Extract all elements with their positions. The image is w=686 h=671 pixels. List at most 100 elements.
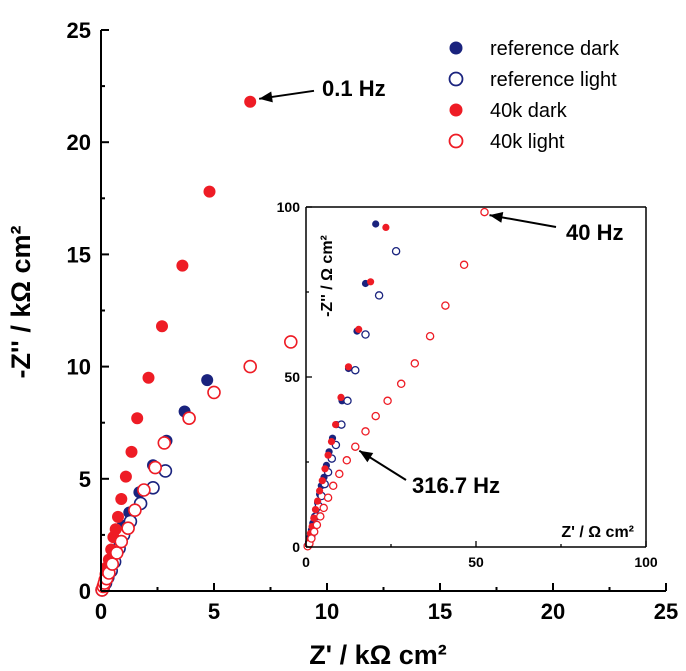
- main-x-tick-label: 10: [315, 599, 339, 624]
- main-point-40k-light: [121, 521, 135, 536]
- inset-y-axis-title: -Z'' / Ω cm²: [319, 235, 336, 317]
- main-axis-ticks: 0 5 10 15 20 25 0 5 10 15 20 25: [67, 18, 679, 624]
- main-x-tick-label: 20: [541, 599, 565, 624]
- inset-point-40k-dark: [311, 506, 320, 514]
- main-point-40k-light: [283, 335, 298, 349]
- inset-point-reference-light: [361, 330, 370, 339]
- main-point-40k-dark: [244, 95, 257, 108]
- main-y-tick-label: 20: [67, 130, 91, 155]
- main-axes: [100, 30, 666, 592]
- main-point-40k-dark: [119, 470, 132, 483]
- inset-point-reference-light: [343, 396, 352, 406]
- annotation-40hz-label: 40 Hz: [566, 220, 623, 245]
- inset-point-40k-dark: [344, 363, 353, 371]
- inset-point-reference-light: [351, 365, 360, 375]
- inset-point-40k-light: [410, 359, 420, 368]
- inset-point-40k-dark: [314, 497, 322, 505]
- inset-y-tick-label: 0: [292, 539, 300, 555]
- main-point-40k-dark: [125, 445, 138, 458]
- main-y-axis-title: -Z'' / kΩ cm²: [6, 225, 36, 378]
- inset-point-40k-dark: [316, 487, 324, 495]
- main-point-40k-dark: [176, 259, 189, 272]
- annotation-0-1hz-label: 0.1 Hz: [322, 76, 386, 101]
- legend-label-reference-dark: reference dark: [490, 38, 620, 60]
- inset-point-40k-light: [351, 442, 360, 451]
- main-point-40k-dark: [115, 493, 128, 505]
- inset-data-points: [303, 207, 489, 551]
- legend-label-40k-dark: 40k dark: [490, 100, 568, 122]
- main-y-tick-label: 5: [79, 467, 91, 492]
- inset-point-reference-dark: [372, 220, 380, 228]
- legend-marker-40k-light: [448, 133, 464, 149]
- inset-point-40k-light: [328, 481, 338, 491]
- main-point-40k-dark: [203, 185, 216, 198]
- main-point-40k-dark: [156, 320, 168, 333]
- main-data-points: [95, 95, 298, 597]
- inset-point-40k-light: [307, 534, 316, 543]
- main-point-reference-dark: [201, 374, 214, 387]
- main-point-40k-light: [207, 385, 221, 400]
- inset-point-reference-light: [391, 246, 401, 256]
- annotation-40hz-arrow-head: [489, 211, 504, 223]
- annotation-0-1hz-arrow-head: [259, 91, 273, 103]
- inset-point-reference-light: [374, 291, 384, 300]
- annotation-316hz-arrow-head: [359, 450, 374, 463]
- inset-point-40k-dark: [318, 477, 326, 485]
- inset-x-tick-label: 50: [468, 554, 484, 570]
- inset-point-40k-light: [342, 456, 352, 465]
- inset-point-40k-light: [383, 396, 392, 406]
- inset-x-axis-title: Z' / Ω cm²: [561, 524, 634, 541]
- main-y-tick-label: 25: [67, 18, 91, 43]
- main-point-40k-light: [243, 359, 257, 374]
- inset-point-40k-dark: [337, 393, 345, 401]
- inset-point-40k-light: [319, 503, 328, 513]
- inset-background: [303, 197, 648, 549]
- main-annotations: 0.1 Hz: [259, 76, 386, 103]
- inset-point-40k-light: [312, 520, 322, 530]
- inset-point-40k-dark: [332, 421, 340, 429]
- inset-point-40k-light: [480, 207, 489, 217]
- legend-label-40k-light: 40k light: [490, 131, 565, 153]
- main-point-40k-light: [157, 436, 172, 450]
- inset-x-tick-label: 0: [302, 554, 310, 570]
- main-point-40k-light: [148, 460, 162, 475]
- legend-marker-reference-light: [448, 71, 464, 87]
- inset-point-40k-light: [309, 527, 319, 536]
- inset-point-40k-dark: [310, 514, 318, 522]
- inset-annotations: 40 Hz 316.7 Hz: [358, 211, 623, 498]
- main-y-tick-label: 15: [67, 242, 91, 267]
- inset-point-40k-light: [459, 260, 469, 270]
- inset-y-tick-label: 50: [284, 369, 300, 385]
- inset-point-40k-dark: [382, 223, 390, 231]
- legend-marker-40k-dark: [449, 103, 463, 117]
- main-point-40k-light: [182, 411, 196, 426]
- legend: reference dark reference light 40k dark 40k…: [448, 38, 620, 153]
- main-point-40k-dark: [109, 523, 122, 536]
- inset-point-40k-light: [371, 411, 380, 421]
- inset-point-40k-light: [316, 512, 325, 521]
- main-plot: 0 5 10 15 20 25 0 5 10 15 20 25 Z' / kΩ cm² -Z'' / …: [6, 18, 678, 670]
- inset-point-40k-dark: [327, 438, 336, 446]
- main-x-tick-label: 5: [208, 599, 220, 624]
- main-point-40k-light: [128, 503, 142, 518]
- legend-marker-reference-dark: [449, 41, 463, 55]
- main-x-axis-title: Z' / kΩ cm²: [309, 640, 447, 670]
- main-x-tick-label: 0: [95, 599, 107, 624]
- main-point-40k-dark: [142, 371, 155, 384]
- inset-point-40k-light: [425, 331, 435, 341]
- inset-point-40k-light: [323, 493, 333, 502]
- main-point-40k-dark: [112, 510, 124, 523]
- inset-y-tick-label: 100: [277, 199, 301, 215]
- main-x-tick-label: 25: [654, 599, 678, 624]
- main-x-tick-label: 15: [428, 599, 452, 624]
- main-point-40k-dark: [131, 412, 144, 425]
- legend-label-reference-light: reference light: [490, 69, 617, 91]
- main-point-40k-light: [110, 546, 124, 560]
- inset-axis-ticks: 0 50 100 0 50 100: [277, 199, 658, 570]
- main-point-40k-light: [105, 557, 120, 571]
- inset-axes: [305, 206, 647, 548]
- annotation-316hz-label: 316.7 Hz: [412, 473, 500, 498]
- inset-point-40k-light: [441, 301, 450, 310]
- main-point-40k-light: [137, 483, 151, 497]
